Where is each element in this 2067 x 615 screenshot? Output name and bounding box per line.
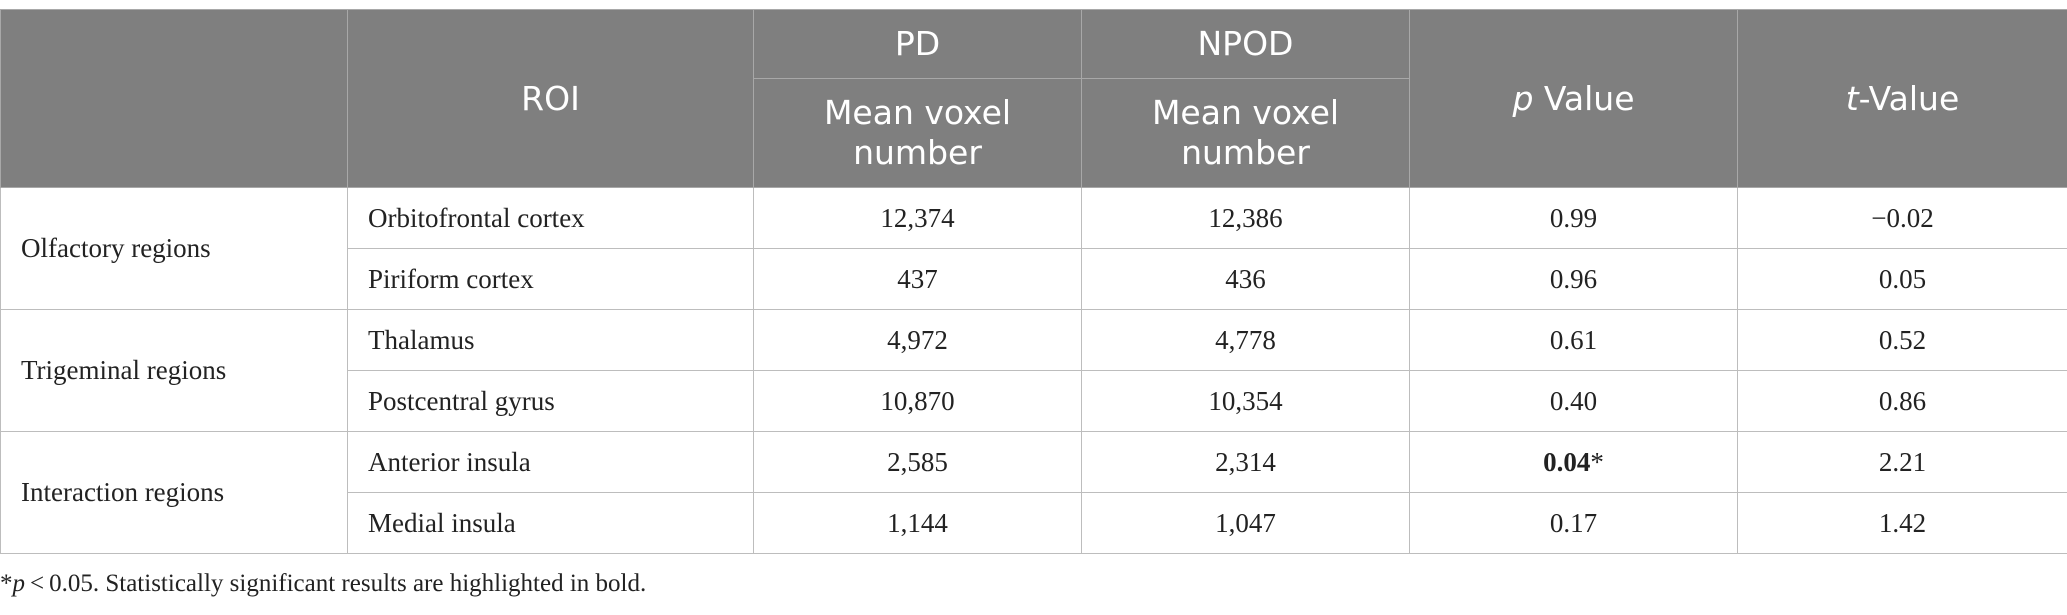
t-cell: 2.21 (1737, 431, 2067, 493)
p-cell: 0.04* (1409, 431, 1738, 493)
header-italic: p (1512, 78, 1534, 118)
npod-cell: 2,314 (1081, 431, 1410, 493)
p-cell: 0.61 (1409, 309, 1738, 371)
table-row: Olfactory regions Orbitofrontal cortex 12,… (0, 187, 2067, 310)
p-value-bold: 0.04 (1543, 446, 1591, 477)
npod-cell: 4,778 (1081, 309, 1410, 371)
npod-cell: 12,386 (1081, 187, 1410, 249)
roi-cell: Medial insula (347, 492, 754, 554)
header-text: -Value (1858, 78, 1960, 118)
footnote-italic: p (12, 570, 26, 597)
roi-cell: Postcentral gyrus (347, 370, 754, 432)
p-cell: 0.17 (1409, 492, 1738, 554)
roi-cell: Thalamus (347, 309, 754, 371)
pd-cell: 2,585 (753, 431, 1082, 493)
t-cell: 0.86 (1737, 370, 2067, 432)
npod-cell: 1,047 (1081, 492, 1410, 554)
table-row: Postcentral gyrus 10,870 10,354 0.40 0.86 (1, 370, 2067, 432)
t-cell: −0.02 (1737, 187, 2067, 249)
t-cell: 0.05 (1737, 248, 2067, 310)
roi-cell: Piriform cortex (347, 248, 754, 310)
header-cell: Mean voxel number (1081, 78, 1410, 188)
header-cell: Mean voxel number (753, 78, 1082, 188)
header-cell: NPOD (1081, 9, 1410, 79)
roi-cell: Orbitofrontal cortex (347, 187, 754, 249)
p-cell: 0.99 (1409, 187, 1738, 249)
header-cell: PD (753, 9, 1082, 79)
header-cell: p Value (1409, 9, 1738, 188)
group-label: Olfactory regions (0, 187, 348, 310)
npod-cell: 10,354 (1081, 370, 1410, 432)
group-label: Interaction regions (0, 431, 348, 554)
significance-mark: * (1590, 446, 1604, 477)
table-row: Medial insula 1,144 1,047 0.17 1.42 (1, 492, 2067, 554)
header-cell (0, 9, 348, 188)
data-table: ROI PD NPOD p Value t-Value Mean voxel n… (0, 9, 2067, 554)
header-cell: t-Value (1737, 9, 2067, 188)
pd-cell: 12,374 (753, 187, 1082, 249)
p-cell: 0.96 (1409, 248, 1738, 310)
t-cell: 0.52 (1737, 309, 2067, 371)
table-row: Trigeminal regions Thalamus 4,972 4,778 0.61… (0, 309, 2067, 432)
t-cell: 1.42 (1737, 492, 2067, 554)
table-body: Olfactory regions Orbitofrontal cortex 12,… (0, 187, 2067, 554)
pd-cell: 1,144 (753, 492, 1082, 554)
footnote-text: < 0.05. Statistically significant result… (25, 570, 647, 597)
npod-cell: 436 (1081, 248, 1410, 310)
header-cell: ROI (347, 9, 754, 188)
p-cell: 0.40 (1409, 370, 1738, 432)
pd-cell: 10,870 (753, 370, 1082, 432)
pd-cell: 4,972 (753, 309, 1082, 371)
footnote-mark: * (0, 570, 13, 597)
pd-cell: 437 (753, 248, 1082, 310)
header-text: Value (1533, 78, 1635, 118)
footnote: *p < 0.05. Statistically significant res… (0, 570, 646, 598)
header-italic: t (1845, 78, 1859, 118)
roi-cell: Anterior insula (347, 431, 754, 493)
table-row: Interaction regions Anterior insula 2,585 2… (0, 431, 2067, 554)
group-label: Trigeminal regions (0, 309, 348, 432)
